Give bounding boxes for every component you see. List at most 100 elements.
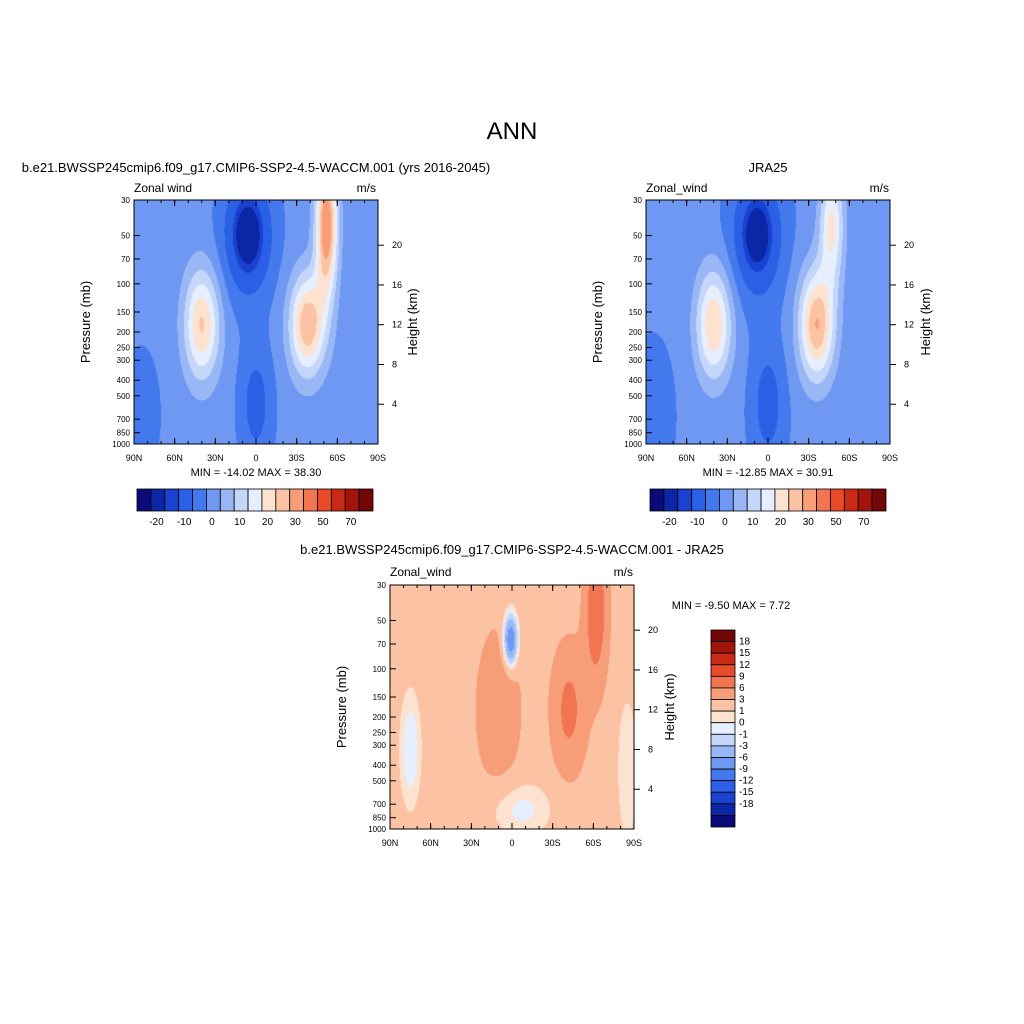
colorbar-swatch <box>150 488 166 512</box>
x-tick-label: 30N <box>207 453 224 463</box>
y-tick-label: 850 <box>629 429 643 438</box>
colorbar-label: 20 <box>262 517 274 528</box>
colorbar-swatch <box>788 488 804 512</box>
page-title: ANN <box>487 118 538 145</box>
colorbar-label: 50 <box>317 517 329 528</box>
y-tick-label: 400 <box>629 376 643 385</box>
y-tick-label: 700 <box>117 415 131 424</box>
y-tick-label: 500 <box>373 777 387 786</box>
colorbar-swatch <box>330 488 346 512</box>
colorbar-label: 18 <box>739 637 751 648</box>
plot-area: 90N 60N 30N 0 30S 60S 90S 30 50 70 100 150 200 250 300… <box>368 581 658 848</box>
colorbar-label: 50 <box>830 517 842 528</box>
colorbar-label: 0 <box>722 517 728 528</box>
units-label: m/s <box>870 181 889 195</box>
colorbar-swatch <box>719 488 734 512</box>
y-tick-label: 200 <box>629 328 643 337</box>
variable-label: Zonal_wind <box>390 565 451 579</box>
colorbar-label: 10 <box>234 517 246 528</box>
contour-field <box>134 200 378 444</box>
y-tick-label: 100 <box>629 280 643 289</box>
colorbar-swatch <box>710 815 736 828</box>
y2-axis-label: Height (km) <box>662 673 677 740</box>
colorbar-label: 20 <box>775 517 787 528</box>
x-tick-label: 60N <box>678 453 695 463</box>
colorbar-swatch <box>275 488 291 512</box>
y-tick-label: 850 <box>117 429 131 438</box>
colorbar-swatch <box>710 780 736 793</box>
colorbar-label: 70 <box>858 517 870 528</box>
variable-label: Zonal_wind <box>646 181 707 195</box>
x-tick-label: 90S <box>370 453 386 463</box>
plot-area: 90N 60N 30N 0 30S 60S 90S 30 50 70 100 150 200 250 300… <box>112 196 402 463</box>
colorbar-swatch <box>830 488 845 512</box>
colorbar-label: -6 <box>739 752 748 763</box>
x-tick-label: 30S <box>289 453 305 463</box>
x-tick-label: 90N <box>126 453 143 463</box>
stats-label: MIN = -9.50 MAX = 7.72 <box>672 600 791 612</box>
y-tick-label: 700 <box>373 800 387 809</box>
colorbar-swatch <box>871 488 887 512</box>
colorbar-label: -10 <box>690 517 705 528</box>
colorbar-label: -12 <box>739 776 754 787</box>
colorbar-label: 6 <box>739 683 745 694</box>
colorbar-swatch <box>317 488 332 512</box>
colorbar-label: 0 <box>209 517 215 528</box>
colorbar-swatch <box>303 488 318 512</box>
colorbar-swatch <box>358 488 374 512</box>
height-tick-label: 8 <box>392 359 397 369</box>
height-tick-label: 12 <box>904 320 914 330</box>
y-tick-label: 700 <box>629 415 643 424</box>
x-tick-label: 30N <box>463 838 480 848</box>
colorbar-swatch <box>710 733 736 747</box>
panel-title: b.e21.BWSSP245cmip6.f09_g17.CMIP6-SSP2-4… <box>300 542 724 557</box>
colorbar-swatch <box>710 768 736 782</box>
height-tick-label: 20 <box>392 240 402 250</box>
panel-title: JRA25 <box>748 160 787 175</box>
x-tick-label: 30S <box>801 453 817 463</box>
colorbar-swatch <box>710 641 736 654</box>
height-tick-label: 20 <box>904 240 914 250</box>
height-tick-label: 4 <box>392 399 397 409</box>
y-tick-label: 850 <box>373 814 387 823</box>
y-tick-label: 150 <box>117 308 131 317</box>
colorbar-swatch <box>774 488 790 512</box>
panel-obs: JRA25 Zonal_wind m/s 90N 60N 30N 0 30S 60S 90S… <box>590 160 933 528</box>
height-tick-label: 8 <box>648 744 653 754</box>
y-tick-label: 50 <box>633 232 642 241</box>
y-tick-label: 300 <box>117 356 131 365</box>
colorbar-swatch <box>710 699 736 712</box>
colorbar-label: 1 <box>739 706 745 717</box>
colorbar-swatch <box>705 488 720 512</box>
units-label: m/s <box>614 565 633 579</box>
colorbar-label: -3 <box>739 741 748 752</box>
colorbar-swatch <box>710 745 736 758</box>
x-tick-label: 30N <box>719 453 736 463</box>
colorbar-swatch <box>710 675 736 689</box>
height-tick-label: 16 <box>904 280 914 290</box>
y-tick-label: 250 <box>117 344 131 353</box>
y-tick-label: 500 <box>629 392 643 401</box>
colorbar-label: 15 <box>739 648 751 659</box>
colorbar-swatch <box>649 488 665 512</box>
x-tick-label: 60S <box>841 453 857 463</box>
y-tick-label: 70 <box>121 255 130 264</box>
height-tick-label: 20 <box>648 625 658 635</box>
height-tick-label: 16 <box>648 665 658 675</box>
stats-label: MIN = -12.85 MAX = 30.91 <box>703 467 834 479</box>
variable-label: Zonal wind <box>134 181 192 195</box>
panel-difference: b.e21.BWSSP245cmip6.f09_g17.CMIP6-SSP2-4… <box>300 542 790 848</box>
colorbar-swatch <box>178 488 193 512</box>
colorbar-label: -1 <box>739 729 748 740</box>
y-tick-label: 1000 <box>368 825 386 834</box>
colorbar: -20 -10 0 10 20 30 50 70 <box>136 488 374 528</box>
y-axis-label: Pressure (mb) <box>78 281 93 363</box>
y-tick-label: 400 <box>373 761 387 770</box>
colorbar-label: 10 <box>747 517 759 528</box>
colorbar-swatch <box>802 488 817 512</box>
colorbar-swatch <box>219 488 235 512</box>
y-tick-label: 300 <box>373 741 387 750</box>
colorbar-label: -20 <box>149 517 164 528</box>
colorbar-swatch <box>663 488 679 512</box>
